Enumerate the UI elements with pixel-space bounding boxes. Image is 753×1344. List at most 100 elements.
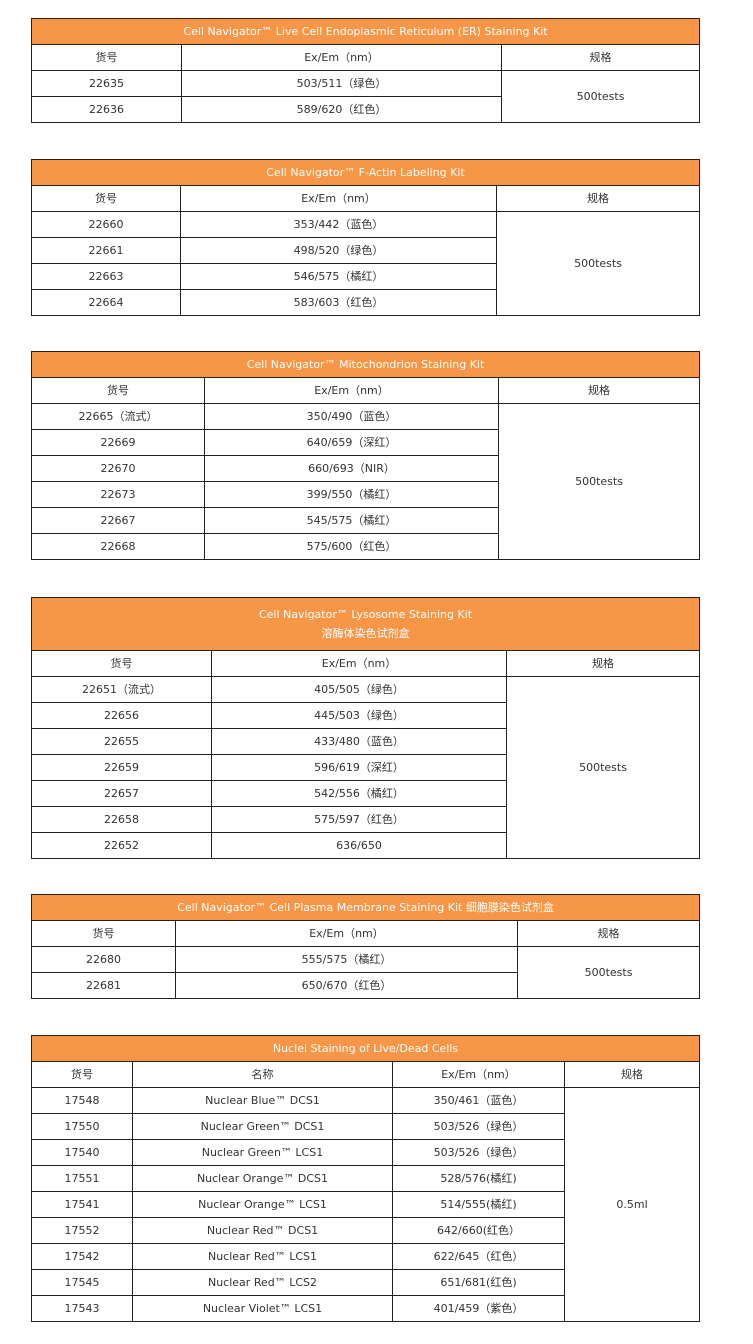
title-line: Cell Navigator™ Cell Plasma Membrane Sta… — [177, 901, 554, 914]
table-cell: 17540 — [31, 1139, 133, 1166]
table-cell: 17541 — [31, 1191, 133, 1218]
title-row: Nuclei Staining of Live/Dead Cells — [30, 1035, 701, 1062]
table-row: 22673 399/550（橘红） — [31, 481, 700, 508]
table-cell: Nuclear Green™ LCS1 — [132, 1139, 393, 1166]
table-row: 17540 Nuclear Green™ LCS1 503/526（绿色） — [31, 1139, 700, 1166]
table-row: 22659 596/619（深红） — [31, 754, 700, 781]
table-row: 22635 503/511（绿色） 500tests — [31, 70, 701, 123]
table-cell: 22661 — [31, 237, 181, 264]
kit-table: Cell Navigator™ Mitochondrion Staining K… — [30, 351, 701, 560]
table-cell: 22658 — [31, 806, 212, 833]
column-header: Ex/Em（nm） — [211, 650, 507, 677]
column-header: 货号 — [31, 377, 205, 404]
table-cell: 514/555(橘红) — [392, 1191, 565, 1218]
table-cell: 433/480（蓝色） — [211, 728, 507, 755]
title-row: Cell Navigator™ Cell Plasma Membrane Sta… — [30, 894, 701, 921]
title-row: Cell Navigator™ F-Actin Labeling Kit — [30, 159, 701, 186]
spec-cell: 500tests — [516, 946, 701, 999]
table-cell: 17543 — [31, 1295, 133, 1322]
table-cell: 545/575（橘红） — [204, 507, 499, 534]
table-title: Cell Navigator™ Live Cell Endoplasmic Re… — [30, 18, 701, 45]
table-cell: 575/597（红色） — [211, 806, 507, 833]
table-cell: 22668 — [31, 533, 205, 560]
column-header: 名称 — [132, 1061, 393, 1088]
table-cell: 22667 — [31, 507, 205, 534]
table-row: 17541 Nuclear Orange™ LCS1 514/555(橘红) — [31, 1191, 700, 1218]
table-row: 22658 575/597（红色） — [31, 806, 700, 833]
column-header: Ex/Em（nm） — [180, 185, 497, 212]
column-header: 货号 — [31, 1061, 133, 1088]
title-row: Cell Navigator™ Live Cell Endoplasmic Re… — [30, 18, 701, 45]
table-cell: 22680 — [31, 946, 176, 973]
title-line: 溶酶体染色试剂盒 — [321, 627, 410, 640]
table-row: 22665（流式） 350/490（蓝色） 500tests — [31, 403, 701, 560]
table-row: 22668 575/600（红色） — [31, 533, 700, 560]
spec-cell: 500tests — [495, 211, 701, 316]
table-cell: 642/660(红色） — [392, 1217, 565, 1244]
header-row: 货号 Ex/Em（nm） 规格 — [31, 920, 701, 947]
table-cell: 22657 — [31, 780, 212, 807]
table-row: 17542 Nuclear Red™ LCS1 622/645（红色） — [31, 1243, 700, 1270]
table-row: 22636 589/620（红色） — [31, 96, 700, 123]
table-row: 17543 Nuclear Violet™ LCS1 401/459（紫色） — [31, 1295, 700, 1322]
title-line: Cell Navigator™ Mitochondrion Staining K… — [246, 358, 485, 371]
table-cell: 660/693（NIR） — [204, 455, 499, 482]
table-row: 22663 546/575（橘红） — [31, 263, 700, 290]
table-cell: 22659 — [31, 754, 212, 781]
title-row: Cell Navigator™ Mitochondrion Staining K… — [30, 351, 701, 378]
table-cell: Nuclear Blue™ DCS1 — [132, 1087, 393, 1114]
column-header: 规格 — [500, 44, 701, 71]
column-header: 规格 — [495, 185, 701, 212]
table-row: 17548 Nuclear Blue™ DCS1 350/461（蓝色） 0.5ml — [31, 1087, 701, 1322]
header-row: 货号 Ex/Em（nm） 规格 — [31, 185, 701, 212]
table-row: 17545 Nuclear Red™ LCS2 651/681(红色) — [31, 1269, 700, 1296]
column-header: 货号 — [31, 44, 182, 71]
table-row: 22681 650/670（红色） — [31, 972, 700, 999]
title-line: Cell Navigator™ Lysosome Staining Kit — [258, 608, 473, 621]
table-cell: Nuclear Violet™ LCS1 — [132, 1295, 393, 1322]
table-cell: Nuclear Red™ LCS2 — [132, 1269, 393, 1296]
table-title: Cell Navigator™ Lysosome Staining Kit 溶酶体… — [30, 597, 701, 651]
table-cell: 22652 — [31, 832, 212, 859]
table-cell: 589/620（红色） — [181, 96, 502, 123]
header-row: 货号 Ex/Em（nm） 规格 — [31, 650, 701, 677]
column-header: 货号 — [31, 920, 176, 947]
table-cell: 22660 — [31, 211, 181, 238]
table-cell: 17545 — [31, 1269, 133, 1296]
table-cell: 17551 — [31, 1165, 133, 1192]
table-cell: Nuclear Orange™ LCS1 — [132, 1191, 393, 1218]
table-row: 22657 542/556（橘红） — [31, 780, 700, 807]
header-row: 货号 Ex/Em（nm） 规格 — [31, 377, 701, 404]
table-cell: 22651（流式） — [31, 676, 212, 703]
table-cell: 17552 — [31, 1217, 133, 1244]
table-cell: 636/650 — [211, 832, 507, 859]
table-title: Cell Navigator™ F-Actin Labeling Kit — [30, 159, 701, 186]
table-title: Cell Navigator™ Cell Plasma Membrane Sta… — [30, 894, 701, 921]
table-row: 22680 555/575（橘红） 500tests — [31, 946, 701, 999]
column-header: Ex/Em（nm） — [175, 920, 518, 947]
table-row: 22651（流式） 405/505（绿色） 500tests — [31, 676, 701, 859]
spec-cell: 500tests — [505, 676, 701, 859]
table-cell: 555/575（橘红） — [175, 946, 518, 973]
table-cell: 542/556（橘红） — [211, 780, 507, 807]
table-cell: 622/645（红色） — [392, 1243, 565, 1270]
table-row: 17551 Nuclear Orange™ DCS1 528/576(橘红) — [31, 1165, 700, 1192]
table-cell: 22656 — [31, 702, 212, 729]
table-cell: 583/603（红色） — [180, 289, 497, 316]
kit-table: Nuclei Staining of Live/Dead Cells 货号 名称 Ex… — [30, 1035, 701, 1322]
table-cell: 22635 — [31, 70, 182, 97]
table-cell: 399/550（橘红） — [204, 481, 499, 508]
table-cell: 17548 — [31, 1087, 133, 1114]
column-header: 规格 — [505, 650, 701, 677]
table-row: 22652 636/650 — [31, 832, 700, 859]
table-cell: 22665（流式） — [31, 403, 205, 430]
table-cell: 22669 — [31, 429, 205, 456]
table-cell: 596/619（深红） — [211, 754, 507, 781]
column-header: Ex/Em（nm） — [392, 1061, 565, 1088]
table-cell: 350/490（蓝色） — [204, 403, 499, 430]
table-cell: Nuclear Green™ DCS1 — [132, 1113, 393, 1140]
table-cell: Nuclear Red™ LCS1 — [132, 1243, 393, 1270]
column-header: Ex/Em（nm） — [181, 44, 502, 71]
kit-table: Cell Navigator™ Lysosome Staining Kit 溶酶体… — [30, 597, 701, 859]
header-row: 货号 Ex/Em（nm） 规格 — [31, 44, 701, 71]
